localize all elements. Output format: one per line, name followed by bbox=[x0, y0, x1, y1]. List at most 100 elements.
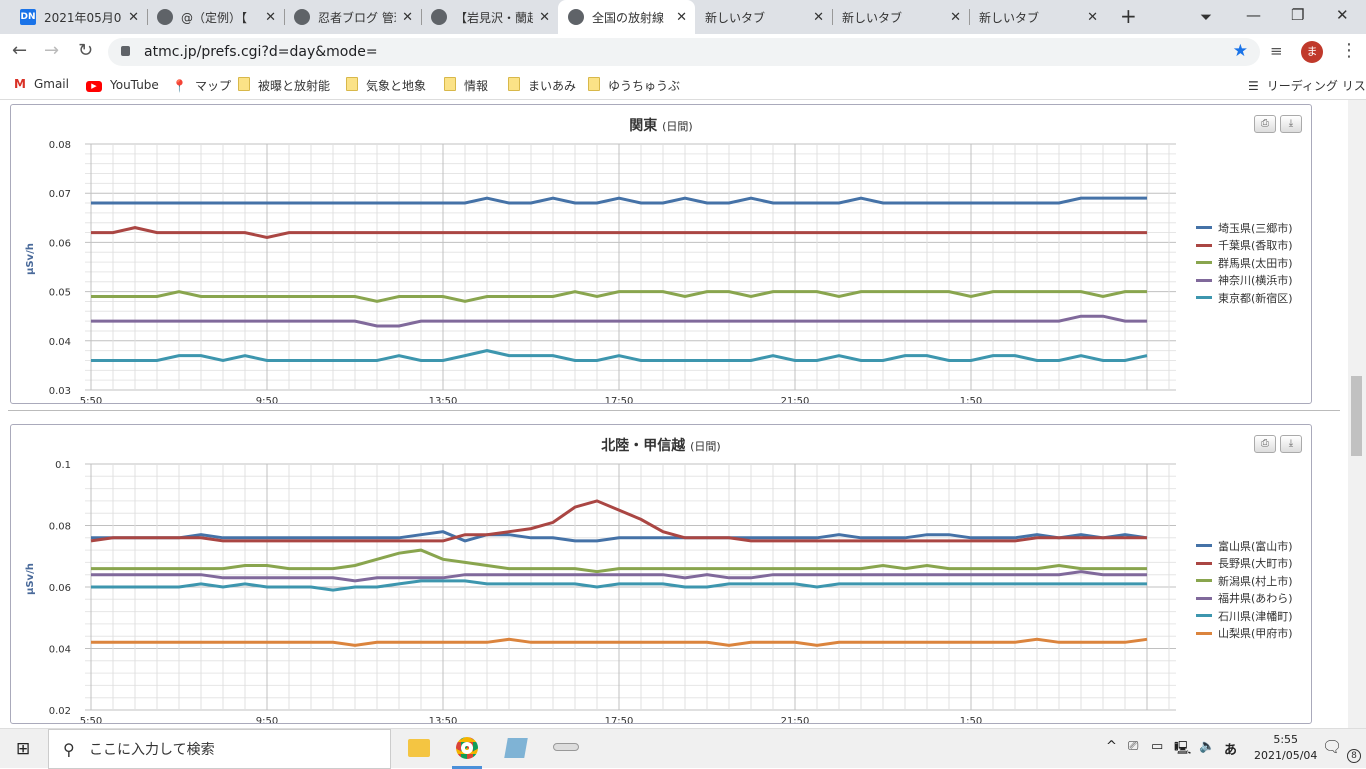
x-tick-label: 21:50 bbox=[781, 716, 810, 723]
bookmark-item[interactable]: 情報 bbox=[444, 77, 488, 94]
legend-swatch bbox=[1196, 278, 1212, 282]
avatar[interactable]: ま bbox=[1301, 41, 1323, 63]
bookmark-item[interactable]: 📍 マップ bbox=[172, 77, 231, 94]
legend-item[interactable]: 神奈川(横浜市) bbox=[1196, 272, 1293, 290]
chrome-icon[interactable] bbox=[456, 737, 478, 759]
url-text[interactable]: atmc.jp/prefs.cgi?d=day&mode= bbox=[144, 44, 378, 60]
chart-subtitle: (日間) bbox=[690, 440, 721, 453]
network-icon[interactable]: 🖳 bbox=[1174, 741, 1192, 756]
download-button[interactable]: ⤓ bbox=[1280, 435, 1302, 453]
folder-icon bbox=[346, 77, 358, 94]
legend-item[interactable]: 長野県(大町市) bbox=[1196, 555, 1293, 573]
tab[interactable]: 【岩見沢・蘭越 ✕ bbox=[421, 0, 558, 34]
close-tab-icon[interactable]: ✕ bbox=[813, 9, 824, 25]
battery-icon[interactable]: ▭ bbox=[1151, 739, 1164, 754]
lock-icon bbox=[121, 46, 130, 56]
reading-list-icon: ☰ bbox=[1248, 78, 1259, 93]
close-tab-icon[interactable]: ✕ bbox=[539, 9, 550, 25]
back-button[interactable]: ← bbox=[12, 40, 28, 61]
series-line bbox=[91, 290, 1147, 303]
legend-swatch bbox=[1196, 226, 1212, 230]
address-bar[interactable]: atmc.jp/prefs.cgi?d=day&mode= ★ bbox=[108, 38, 1260, 66]
tab[interactable]: 新しいタブ ✕ bbox=[695, 0, 832, 34]
print-button[interactable]: ⎙ bbox=[1254, 435, 1276, 453]
youtube-icon: ▶ bbox=[86, 77, 102, 92]
download-button[interactable]: ⤓ bbox=[1280, 115, 1302, 133]
close-tab-icon[interactable]: ✕ bbox=[950, 9, 961, 25]
scrollbar-thumb[interactable] bbox=[1351, 376, 1362, 456]
clock-date: 2021/05/04 bbox=[1254, 749, 1318, 762]
tab[interactable]: @（定例）【 ✕ bbox=[147, 0, 284, 34]
app-icon[interactable] bbox=[504, 738, 528, 758]
chart-title: 関東 (日間) bbox=[629, 115, 692, 135]
bookmark-item[interactable]: ▶ YouTube bbox=[86, 77, 159, 92]
legend-item[interactable]: 石川県(津幡町) bbox=[1196, 607, 1293, 625]
maps-icon: 📍 bbox=[172, 78, 187, 93]
legend-item[interactable]: 埼玉県(三郷市) bbox=[1196, 219, 1293, 237]
legend-item[interactable]: 群馬県(太田市) bbox=[1196, 254, 1293, 272]
chart-title: 北陸・甲信越 (日間) bbox=[601, 435, 720, 455]
search-placeholder: ここに入力して検索 bbox=[89, 742, 215, 758]
legend-item[interactable]: 千葉県(香取市) bbox=[1196, 237, 1293, 255]
y-tick-label: 0.02 bbox=[49, 706, 71, 717]
new-tab-button[interactable]: + bbox=[1120, 4, 1137, 28]
media-control-icon[interactable]: ≡ bbox=[1270, 42, 1283, 60]
clock-time: 5:55 bbox=[1273, 733, 1299, 746]
forward-button[interactable]: → bbox=[44, 40, 60, 61]
tab[interactable]: 忍者ブログ 管理 ✕ bbox=[284, 0, 421, 34]
taskbar: ⊞ ⚲ ここに入力して検索 ^ ⎚ ▭ 🖳 🔈 あ 5:55 2021/05/04 … bbox=[0, 728, 1366, 769]
bookmark-item[interactable]: M Gmail bbox=[14, 77, 69, 91]
legend-item[interactable]: 東京都(新宿区) bbox=[1196, 289, 1293, 307]
folder-icon bbox=[588, 77, 600, 94]
maximize-button[interactable]: ❐ bbox=[1291, 6, 1305, 24]
tab[interactable]: 新しいタブ ✕ bbox=[832, 0, 969, 34]
ime-indicator[interactable]: あ bbox=[1224, 743, 1238, 758]
close-window-button[interactable]: ✕ bbox=[1336, 6, 1349, 24]
chart-title-text: 北陸・甲信越 bbox=[601, 438, 686, 454]
close-tab-icon[interactable]: ✕ bbox=[1087, 9, 1098, 25]
taskbar-search[interactable]: ⚲ ここに入力して検索 bbox=[48, 729, 391, 769]
x-tick-label: 13:50 bbox=[429, 396, 458, 403]
bookmark-item[interactable]: ゆうちゅうぶ bbox=[588, 77, 680, 94]
scrollbar[interactable] bbox=[1348, 100, 1366, 728]
y-tick-label: 0.03 bbox=[49, 386, 71, 397]
legend-item[interactable]: 富山県(富山市) bbox=[1196, 537, 1293, 555]
tab[interactable]: 新しいタブ ✕ bbox=[969, 0, 1106, 34]
reading-list-button[interactable]: ☰ リーディング リスト bbox=[1248, 77, 1366, 94]
app-icon-2[interactable] bbox=[553, 743, 579, 751]
close-tab-icon[interactable]: ✕ bbox=[265, 9, 276, 25]
legend-item[interactable]: 福井県(あわら) bbox=[1196, 590, 1293, 608]
clock[interactable]: 5:55 2021/05/04 bbox=[1254, 732, 1317, 764]
close-tab-icon[interactable]: ✕ bbox=[676, 9, 687, 25]
bookmark-item[interactable]: 被曝と放射能 bbox=[238, 77, 330, 94]
close-tab-icon[interactable]: ✕ bbox=[402, 9, 413, 25]
meet-now-icon[interactable]: ⎚ bbox=[1128, 739, 1139, 754]
y-tick-label: 0.05 bbox=[49, 288, 71, 299]
menu-icon[interactable]: ⋮ bbox=[1340, 40, 1358, 61]
tab[interactable]: 全国の放射線 ✕ bbox=[558, 0, 695, 34]
profile-menu-icon[interactable]: ⏷ bbox=[1200, 8, 1213, 26]
file-explorer-icon[interactable] bbox=[408, 739, 430, 757]
x-tick-label: 1:50 bbox=[960, 716, 982, 723]
bookmark-item[interactable]: まいあみ bbox=[508, 77, 576, 94]
show-hidden-icons[interactable]: ^ bbox=[1106, 739, 1117, 754]
bookmark-item[interactable]: 気象と地象 bbox=[346, 77, 426, 94]
volume-icon[interactable]: 🔈 bbox=[1199, 739, 1216, 754]
chart-panel-kanto: 関東 (日間) ⎙ ⤓ µSv/h 0.08 0.07 0.06 0.05 0.04 0.03 5:… bbox=[10, 104, 1312, 404]
legend-item[interactable]: 新潟県(村上市) bbox=[1196, 572, 1293, 590]
minimize-button[interactable]: — bbox=[1246, 6, 1261, 24]
tab[interactable]: DN 2021年05月01 ✕ bbox=[10, 0, 147, 34]
notifications-icon[interactable]: 🗨 bbox=[1322, 737, 1343, 756]
legend-swatch bbox=[1196, 631, 1212, 635]
legend-swatch bbox=[1196, 596, 1212, 600]
reload-button[interactable]: ↻ bbox=[78, 40, 94, 61]
globe-icon bbox=[294, 9, 310, 25]
globe-icon bbox=[157, 9, 173, 25]
windows-start-icon[interactable]: ⊞ bbox=[16, 739, 31, 759]
print-button[interactable]: ⎙ bbox=[1254, 115, 1276, 133]
legend-item[interactable]: 山梨県(甲府市) bbox=[1196, 625, 1293, 643]
close-tab-icon[interactable]: ✕ bbox=[128, 9, 139, 25]
x-tick-label: 5:50 bbox=[80, 396, 102, 403]
line-chart: 0.08 0.07 0.06 0.05 0.04 0.03 5:50 9:50 13:50 17:… bbox=[49, 140, 1176, 403]
bookmark-star-icon[interactable]: ★ bbox=[1232, 41, 1248, 61]
